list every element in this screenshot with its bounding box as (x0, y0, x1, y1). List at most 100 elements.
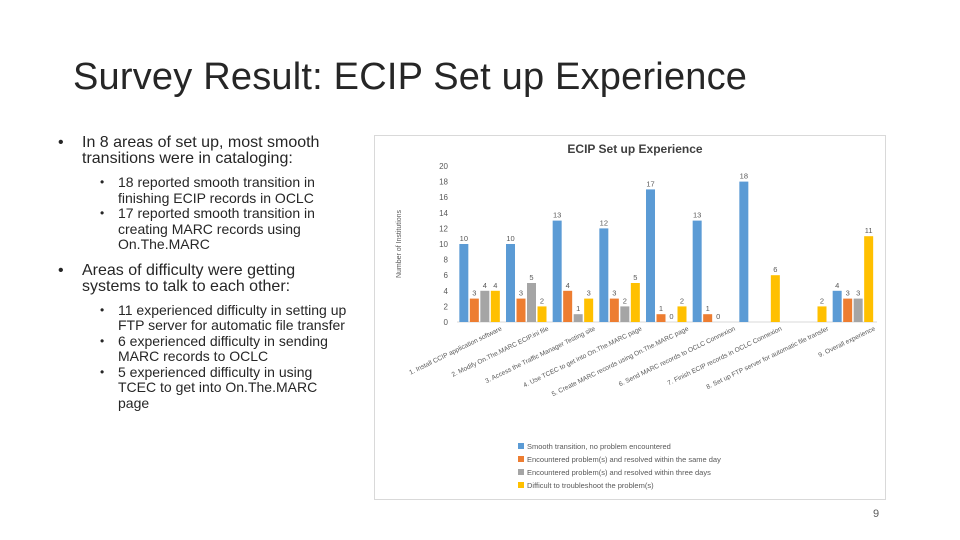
bar-value-label: 6 (773, 265, 777, 274)
bar-value-label: 13 (553, 211, 561, 220)
legend-label: Encountered problem(s) and resolved with… (527, 468, 711, 477)
sub-bullet-text: 11 experienced difficulty in setting up … (118, 301, 347, 333)
bar (584, 298, 594, 322)
y-tick-label: 20 (439, 162, 448, 171)
sub-bullet-creating-marc: • 17 reported smooth transition in creat… (58, 205, 348, 253)
slide-title: Survey Result: ECIP Set up Experience (73, 56, 748, 98)
sub-bullet-using-tcec: • 5 experienced difficulty in using TCEC… (58, 363, 348, 412)
bar (864, 236, 874, 322)
y-tick-label: 16 (439, 193, 448, 202)
y-tick-label: 8 (444, 256, 449, 265)
legend-swatch (518, 469, 524, 475)
bar (832, 290, 842, 322)
bar (739, 181, 749, 322)
bar (490, 290, 500, 322)
bar-value-label: 10 (506, 234, 514, 243)
y-tick-label: 12 (439, 224, 448, 233)
legend-label: Encountered problem(s) and resolved with… (527, 455, 721, 464)
bullet-list: • In 8 areas of set up, most smooth tran… (58, 135, 348, 411)
sub-bullet-dot: • (100, 302, 105, 317)
sub-bullet-finishing-ecip: • 18 reported smooth transition in finis… (58, 174, 348, 206)
legend-swatch (518, 456, 524, 462)
bar-value-label: 3 (587, 289, 591, 298)
bar-value-label: 5 (633, 273, 637, 282)
bar (770, 275, 780, 322)
bar (703, 314, 713, 322)
page-number: 9 (873, 508, 880, 520)
bar-value-label: 18 (740, 172, 748, 181)
bar-value-label: 2 (820, 296, 824, 305)
y-tick-label: 10 (439, 240, 448, 249)
bar (692, 220, 702, 322)
bar-chart: ECIP Set up Experience02468101214161820N… (396, 142, 877, 490)
bar (563, 290, 573, 322)
bar (677, 306, 687, 322)
bar-value-label: 10 (460, 234, 468, 243)
bar (656, 314, 666, 322)
bar-value-label: 2 (540, 296, 544, 305)
bar (609, 298, 619, 322)
bar-value-label: 2 (680, 296, 684, 305)
bar-value-label: 4 (566, 281, 570, 290)
bar (843, 298, 853, 322)
bar (552, 220, 562, 322)
legend-label: Smooth transition, no problem encountere… (527, 442, 671, 451)
sub-bullet-dot: • (100, 364, 105, 379)
bar-value-label: 3 (612, 289, 616, 298)
legend-label: Difficult to troubleshoot the problem(s) (527, 481, 654, 490)
y-axis-label: Number of Institutions (396, 209, 403, 278)
y-tick-label: 14 (439, 209, 448, 218)
bar-value-label: 5 (529, 273, 533, 282)
bar-value-label: 17 (646, 179, 654, 188)
bar (537, 306, 547, 322)
bar-value-label: 3 (519, 289, 523, 298)
y-tick-label: 18 (439, 178, 448, 187)
bar (527, 283, 536, 322)
legend-swatch (518, 482, 524, 488)
bar-value-label: 1 (659, 304, 663, 313)
bar (599, 228, 609, 322)
bullet-dot: • (58, 261, 64, 279)
bar (516, 298, 526, 322)
bar-value-label: 3 (472, 289, 476, 298)
bar-value-label: 1 (706, 304, 710, 313)
bullet-dot: • (58, 134, 64, 151)
bar-value-label: 1 (576, 304, 580, 313)
bullet-smooth-transitions: • In 8 areas of set up, most smooth tran… (58, 135, 348, 167)
sub-bullet-dot: • (100, 206, 105, 220)
bullet-difficulty-areas: • Areas of difficulty were getting syste… (58, 261, 348, 295)
bar (506, 244, 515, 322)
y-tick-label: 4 (444, 287, 449, 296)
sub-bullet-dot: • (100, 333, 105, 348)
sub-bullet-text: 6 experienced difficulty in sending MARC… (118, 332, 328, 364)
bar-value-label: 2 (623, 296, 627, 305)
bar (620, 306, 630, 322)
bar (480, 290, 490, 322)
bar (459, 244, 469, 322)
legend-swatch (518, 443, 524, 449)
bar-value-label: 0 (669, 312, 673, 321)
bar-value-label: 12 (600, 218, 608, 227)
y-tick-label: 6 (444, 271, 449, 280)
bar-value-label: 3 (856, 289, 860, 298)
bar (646, 189, 655, 322)
bar-value-label: 4 (493, 281, 497, 290)
bar-value-label: 3 (846, 289, 850, 298)
sub-bullet-dot: • (100, 175, 105, 189)
y-tick-label: 2 (444, 302, 449, 311)
bar (573, 314, 583, 322)
sub-bullet-text: 5 experienced difficulty in using TCEC t… (118, 363, 318, 411)
bar-value-label: 4 (483, 281, 487, 290)
bar-value-label: 13 (693, 211, 701, 220)
y-tick-label: 0 (444, 318, 449, 327)
sub-bullet-ftp-server: • 11 experienced difficulty in setting u… (58, 301, 348, 334)
sub-bullet-sending-marc: • 6 experienced difficulty in sending MA… (58, 332, 348, 365)
bar-value-label: 0 (716, 312, 720, 321)
bullet-text-difficulty: Areas of difficulty were getting systems… (82, 261, 296, 295)
bar (630, 283, 640, 322)
sub-bullet-text: 18 reported smooth transition in finishi… (118, 174, 315, 206)
bar (817, 306, 827, 322)
sub-bullet-text: 17 reported smooth transition in creatin… (118, 205, 315, 252)
chart-frame: ECIP Set up Experience 0 2 4 6 8 10 12 14 16 18 20 N… (374, 135, 886, 500)
bar (853, 298, 863, 322)
